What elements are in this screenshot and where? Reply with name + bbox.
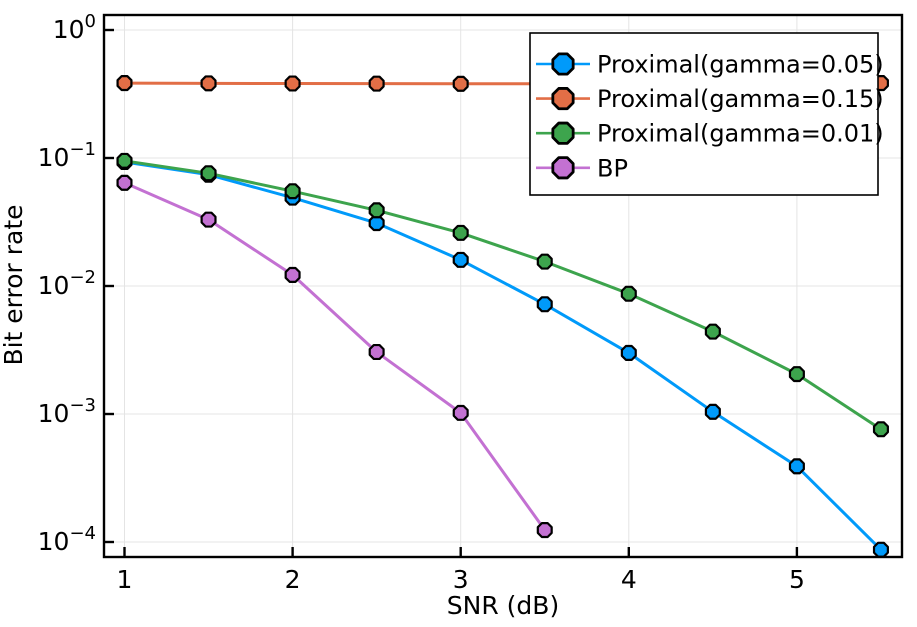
data-point-marker	[704, 323, 721, 340]
data-point-marker	[788, 366, 805, 383]
series-line	[123, 159, 883, 431]
data-point-marker	[536, 296, 553, 313]
data-point-marker	[536, 253, 553, 270]
data-point-marker	[284, 75, 301, 92]
data-point-marker	[284, 183, 301, 200]
legend-label: Proximal(gamma=0.05)	[597, 51, 884, 79]
data-point-marker	[452, 404, 469, 421]
x-tick-label: 4	[621, 565, 637, 594]
series-line	[123, 160, 883, 552]
legend-marker	[551, 87, 575, 111]
x-tick-label: 1	[117, 565, 133, 594]
data-point-marker	[788, 458, 805, 475]
data-point-marker	[200, 75, 217, 92]
x-tick-label: 2	[285, 565, 301, 594]
plot-frame	[102, 13, 904, 559]
legend-marker	[551, 156, 575, 180]
data-point-marker	[872, 541, 889, 558]
data-point-marker	[368, 215, 385, 232]
data-point-marker	[704, 403, 721, 420]
x-tick-label: 3	[453, 565, 469, 594]
data-point-marker	[536, 522, 553, 539]
y-tick-label: 10−4	[38, 523, 96, 556]
legend-entry: Proximal(gamma=0.15)	[536, 85, 884, 113]
data-point-marker	[116, 174, 133, 191]
data-point-marker	[284, 266, 301, 283]
data-point-marker	[452, 75, 469, 92]
series-proximal-gamma-0-01-	[116, 152, 889, 438]
legend-label: Proximal(gamma=0.15)	[597, 85, 884, 113]
legend-marker	[551, 121, 575, 145]
x-axis-label: SNR (dB)	[447, 591, 559, 620]
y-tick-label: 10−3	[38, 395, 96, 428]
series-line	[123, 181, 547, 532]
y-tick-label: 10−1	[38, 139, 96, 172]
data-point-marker	[116, 152, 133, 169]
data-point-marker	[200, 165, 217, 182]
data-point-marker	[872, 421, 889, 438]
legend-entry: Proximal(gamma=0.05)	[536, 51, 884, 79]
data-point-marker	[368, 343, 385, 361]
data-point-marker	[116, 75, 133, 92]
legend-marker	[551, 52, 575, 76]
series-bp	[116, 174, 553, 539]
y-tick-label: 100	[53, 11, 96, 44]
series-layer	[116, 75, 889, 558]
tick-label-layer: 1 2 3 4 5 100 10−1 10−2 10−3 10−4	[38, 11, 805, 594]
data-point-marker	[620, 285, 637, 302]
x-tick-label: 5	[789, 565, 805, 594]
data-point-marker	[620, 344, 637, 361]
data-point-marker	[368, 202, 385, 219]
legend-entry: Proximal(gamma=0.01)	[536, 120, 884, 148]
legend-label: Proximal(gamma=0.01)	[597, 120, 884, 148]
legend-label: BP	[597, 154, 628, 182]
y-axis-label: Bit error rate	[0, 204, 28, 365]
legend: Proximal(gamma=0.05) Proximal(gamma=0.15)…	[529, 32, 884, 196]
data-point-marker	[368, 75, 385, 92]
legend-box	[529, 32, 879, 196]
data-point-marker	[452, 224, 469, 241]
legend-entry: BP	[536, 154, 628, 182]
y-tick-label: 10−2	[38, 267, 96, 300]
data-point-marker	[452, 251, 469, 268]
data-point-marker	[200, 211, 217, 228]
